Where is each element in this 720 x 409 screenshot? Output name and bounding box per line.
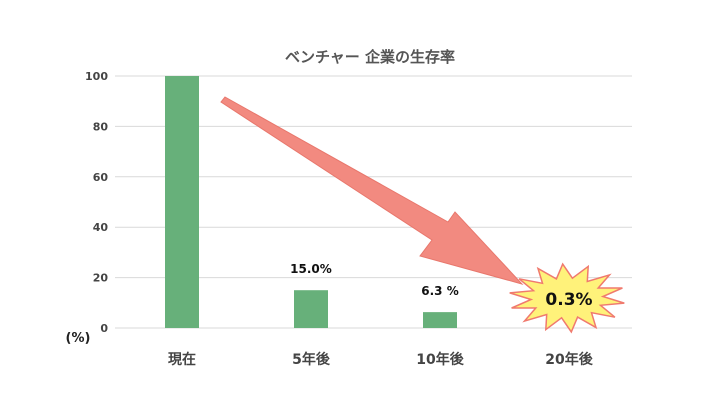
data-label: 0.3% bbox=[545, 290, 592, 310]
bar bbox=[165, 76, 199, 328]
data-label: 6.3 % bbox=[421, 284, 458, 298]
y-tick-label: 80 bbox=[93, 120, 109, 133]
y-tick-label: 100 bbox=[85, 70, 108, 83]
y-tick-label: 60 bbox=[93, 171, 109, 184]
bar bbox=[294, 290, 328, 328]
bar bbox=[423, 312, 457, 328]
x-tick-label: 5年後 bbox=[292, 351, 331, 368]
y-tick-label: 0 bbox=[100, 322, 108, 335]
x-tick-label: 現在 bbox=[168, 351, 196, 368]
x-tick-label: 20年後 bbox=[545, 351, 593, 368]
chart-title: ベンチャー 企業の生存率 bbox=[285, 48, 455, 66]
starburst-highlight bbox=[509, 262, 625, 334]
y-tick-label: 40 bbox=[93, 221, 109, 234]
y-axis-label: (%) bbox=[66, 331, 91, 346]
data-label: 15.0% bbox=[290, 262, 332, 276]
y-tick-label: 20 bbox=[93, 272, 109, 285]
x-tick-label: 10年後 bbox=[416, 351, 464, 368]
downward-trend-arrow bbox=[220, 96, 524, 285]
